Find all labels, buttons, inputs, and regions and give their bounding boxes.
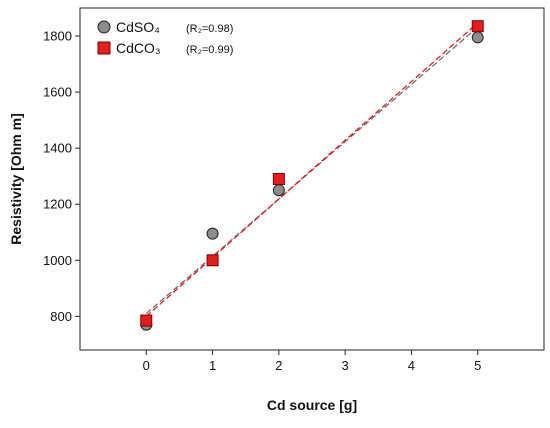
y-tick-label: 800: [50, 309, 72, 324]
x-tick-label: 2: [275, 358, 282, 373]
y-tick-label: 1000: [43, 253, 72, 268]
y-tick-label: 1200: [43, 197, 72, 212]
point-series-1: [471, 20, 484, 33]
y-tick-label: 1600: [43, 85, 72, 100]
plot-frame: [79, 7, 545, 351]
x-axis-ticks: 0 1 2 3 4 5: [143, 350, 481, 373]
x-tick-label: 4: [408, 358, 415, 373]
legend-marker-1: [97, 41, 111, 55]
point-series-0: [272, 184, 285, 197]
x-tick-label: 5: [474, 358, 481, 373]
x-tick-label: 0: [143, 358, 150, 373]
x-tick-label: 1: [209, 358, 216, 373]
trend-lines: [145, 21, 480, 317]
point-series-1: [272, 173, 285, 185]
y-axis-title: Resistivity [Ohm m]: [8, 113, 24, 244]
trend-line-1: [145, 21, 480, 317]
y-tick-label: 1800: [43, 29, 72, 44]
x-axis-title: Cd source [g]: [267, 397, 357, 413]
point-series-1: [140, 314, 153, 327]
y-tick-label: 1400: [43, 141, 72, 156]
point-series-1: [206, 254, 219, 267]
legend-r2-label: (R₂=0.98): [186, 23, 233, 35]
data-points: [140, 20, 484, 331]
legend-series-name: CdCO₃: [116, 40, 161, 56]
legend-marker-0: [97, 20, 111, 34]
legend: CdSO₄ (R₂=0.98) CdCO₃ (R₂=0.99): [97, 19, 233, 56]
x-tick-label: 3: [342, 358, 349, 373]
point-series-0: [471, 31, 484, 44]
legend-r2-label: (R₂=0.99): [186, 44, 233, 56]
y-axis-ticks: 800 1000 1200 1400 1600 1800: [43, 29, 80, 324]
legend-series-name: CdSO₄: [116, 19, 160, 35]
point-series-0: [206, 227, 219, 240]
